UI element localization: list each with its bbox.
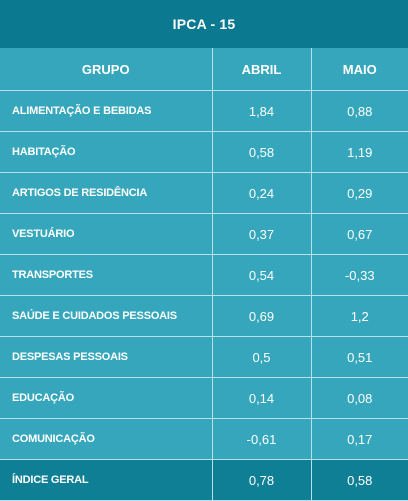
april-value-cell: 0,5 xyxy=(212,336,312,378)
group-cell: EDUCAÇÃO xyxy=(0,377,213,419)
group-cell: COMUNICAÇÃO xyxy=(0,418,213,460)
table-row: ALIMENTAÇÃO E BEBIDAS 1,84 0,88 xyxy=(0,90,408,132)
may-value-cell: 1,2 xyxy=(311,295,408,337)
column-header-group: GRUPO xyxy=(0,48,213,91)
may-value-cell: 1,19 xyxy=(311,131,408,173)
total-group-cell: ÍNDICE GERAL xyxy=(0,459,213,501)
group-cell: HABITAÇÃO xyxy=(0,131,213,173)
april-value-cell: 0,14 xyxy=(212,377,312,419)
april-value-cell: 0,54 xyxy=(212,254,312,296)
group-cell: ALIMENTAÇÃO E BEBIDAS xyxy=(0,90,213,132)
may-value-cell: 0,67 xyxy=(311,213,408,255)
ipca-table: GRUPO ABRIL MAIO ALIMENTAÇÃO E BEBIDAS 1… xyxy=(0,48,408,501)
group-cell: TRANSPORTES xyxy=(0,254,213,296)
april-value-cell: 0,69 xyxy=(212,295,312,337)
april-value-cell: 0,58 xyxy=(212,131,312,173)
table-row: EDUCAÇÃO 0,14 0,08 xyxy=(0,377,408,419)
table-row: SAÚDE E CUIDADOS PESSOAIS 0,69 1,2 xyxy=(0,295,408,337)
table-row: DESPESAS PESSOAIS 0,5 0,51 xyxy=(0,336,408,378)
april-value-cell: 1,84 xyxy=(212,90,312,132)
table-row: VESTUÁRIO 0,37 0,67 xyxy=(0,213,408,255)
may-value-cell: -0,33 xyxy=(311,254,408,296)
april-value-cell: 0,24 xyxy=(212,172,312,214)
may-value-cell: 0,51 xyxy=(311,336,408,378)
total-april-value-cell: 0,78 xyxy=(212,459,312,501)
column-header-may: MAIO xyxy=(311,48,408,91)
may-value-cell: 0,88 xyxy=(311,90,408,132)
group-cell: SAÚDE E CUIDADOS PESSOAIS xyxy=(0,295,213,337)
group-cell: VESTUÁRIO xyxy=(0,213,213,255)
may-value-cell: 0,29 xyxy=(311,172,408,214)
column-header-april: ABRIL xyxy=(212,48,312,91)
total-row: ÍNDICE GERAL 0,78 0,58 xyxy=(0,459,408,501)
table-row: TRANSPORTES 0,54 -0,33 xyxy=(0,254,408,296)
header-row: GRUPO ABRIL MAIO xyxy=(0,48,408,91)
april-value-cell: 0,37 xyxy=(212,213,312,255)
may-value-cell: 0,17 xyxy=(311,418,408,460)
table-row: ARTIGOS DE RESIDÊNCIA 0,24 0,29 xyxy=(0,172,408,214)
group-cell: DESPESAS PESSOAIS xyxy=(0,336,213,378)
group-cell: ARTIGOS DE RESIDÊNCIA xyxy=(0,172,213,214)
table-row: HABITAÇÃO 0,58 1,19 xyxy=(0,131,408,173)
april-value-cell: -0,61 xyxy=(212,418,312,460)
may-value-cell: 0,08 xyxy=(311,377,408,419)
total-may-value-cell: 0,58 xyxy=(311,459,408,501)
table-title: IPCA - 15 xyxy=(0,0,408,48)
table-row: COMUNICAÇÃO -0,61 0,17 xyxy=(0,418,408,460)
